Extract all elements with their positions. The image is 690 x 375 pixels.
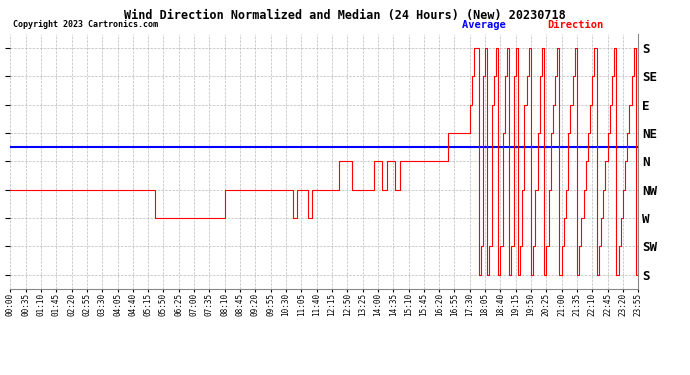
- Text: Direction: Direction: [547, 20, 604, 30]
- Text: Wind Direction Normalized and Median (24 Hours) (New) 20230718: Wind Direction Normalized and Median (24…: [124, 9, 566, 22]
- Text: Copyright 2023 Cartronics.com: Copyright 2023 Cartronics.com: [14, 20, 159, 29]
- Text: Average: Average: [462, 20, 513, 30]
